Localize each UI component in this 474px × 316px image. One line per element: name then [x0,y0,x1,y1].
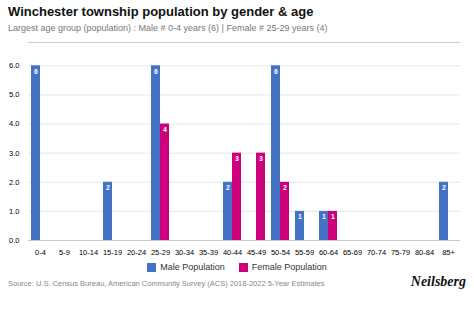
svg-text:1.0: 1.0 [9,207,19,216]
svg-text:85+: 85+ [442,248,455,257]
svg-text:0.0: 0.0 [9,236,19,245]
svg-text:75-79: 75-79 [391,248,410,257]
svg-text:10-14: 10-14 [79,248,98,257]
svg-text:70-74: 70-74 [367,248,386,257]
svg-text:30-34: 30-34 [175,248,194,257]
html-text:Source: U.S. Census Bureau, Am: Source: U.S. Census Bureau, American Com… [8,279,325,288]
svg-text:50-54: 50-54 [271,248,290,257]
svg-text:2.0: 2.0 [9,178,19,187]
svg-text:3: 3 [235,155,239,162]
svg-text:15-19: 15-19 [103,248,122,257]
svg-text:25-29: 25-29 [151,248,170,257]
svg-text:0-4: 0-4 [35,248,46,257]
svg-text:6: 6 [154,68,158,75]
svg-text:5.0: 5.0 [9,90,19,99]
svg-text:1: 1 [322,213,326,220]
html-text:Neilsberg: Neilsberg [410,274,466,289]
svg-text:1: 1 [331,213,335,220]
svg-text:4.0: 4.0 [9,119,19,128]
svg-text:20-24: 20-24 [127,248,146,257]
svg-text:2: 2 [106,184,110,191]
svg-text:60-64: 60-64 [319,248,338,257]
html-text:Female Population: Female Population [251,262,327,272]
svg-text:6: 6 [34,68,38,75]
svg-text:40-44: 40-44 [223,248,242,257]
svg-text:2: 2 [226,184,230,191]
svg-text:80-84: 80-84 [415,248,434,257]
svg-text:1: 1 [298,213,302,220]
svg-text:4: 4 [163,126,167,133]
svg-text:2: 2 [442,184,446,191]
svg-text:2: 2 [283,184,287,191]
svg-text:65-69: 65-69 [343,248,362,257]
svg-text:45-49: 45-49 [247,248,266,257]
svg-text:5-9: 5-9 [59,248,70,257]
html-text:Male Population: Male Population [160,262,225,272]
svg-text:3: 3 [259,155,263,162]
html-text:Largest age group (population): Largest age group (population) : Male # … [8,23,328,33]
svg-text:35-39: 35-39 [199,248,218,257]
svg-text:6: 6 [274,68,278,75]
svg-text:3.0: 3.0 [9,149,19,158]
html-text:Winchester township population: Winchester township population by gender… [8,4,314,19]
svg-text:6.0: 6.0 [9,61,19,70]
svg-text:55-59: 55-59 [295,248,314,257]
